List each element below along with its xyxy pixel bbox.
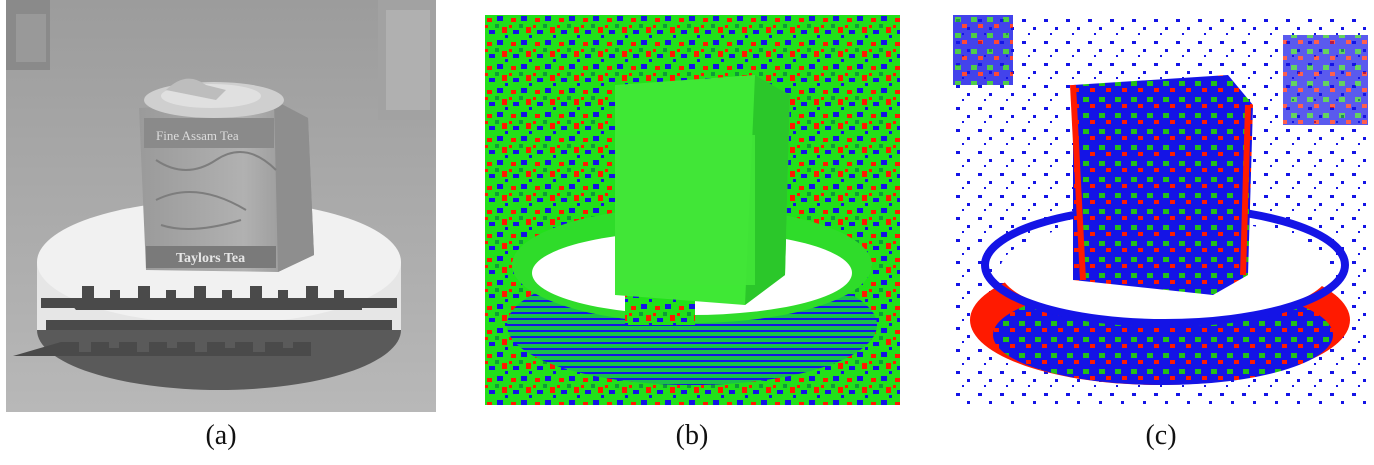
tea-tin-photo: Fine Assam Tea Taylors Tea xyxy=(6,0,436,412)
tin-top-label: Fine Assam Tea xyxy=(156,128,239,143)
color-map-c xyxy=(953,15,1368,405)
panel-c-color-map xyxy=(953,15,1368,405)
caption-a: (a) xyxy=(205,420,237,451)
pattern-band xyxy=(13,286,397,356)
panel-b-color-map xyxy=(485,15,900,405)
tin-bottom-label: Taylors Tea xyxy=(176,251,245,266)
caption-b: (b) xyxy=(675,420,709,451)
color-map-b xyxy=(485,15,900,405)
caption-c: (c) xyxy=(1145,420,1177,451)
panel-a-grayscale-photo: Fine Assam Tea Taylors Tea xyxy=(6,0,436,412)
